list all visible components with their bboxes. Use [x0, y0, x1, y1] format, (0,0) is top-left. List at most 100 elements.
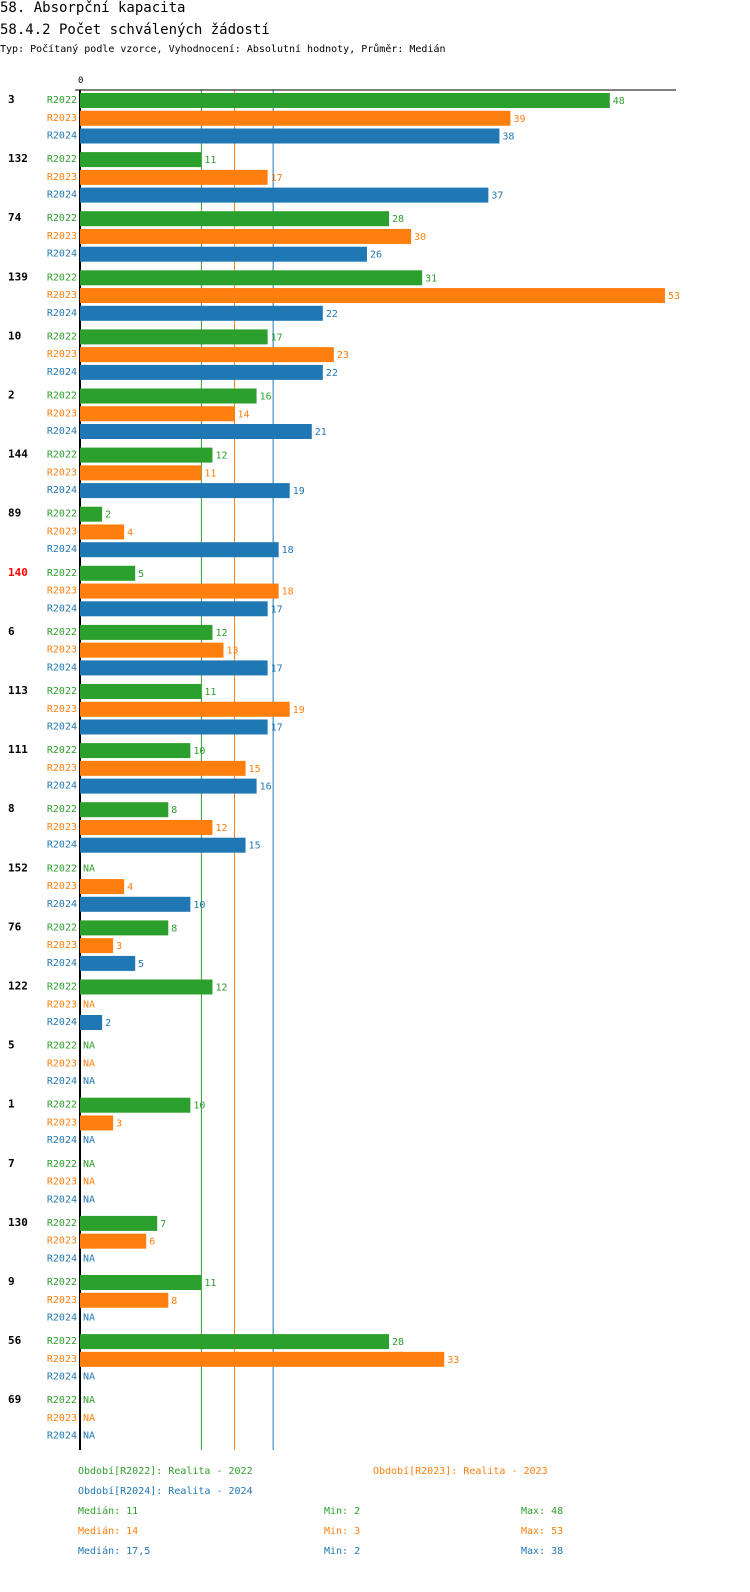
value-label-152-r2024: 10	[193, 900, 205, 911]
bar-76-r2023	[80, 938, 114, 954]
bar-3-r2024	[80, 128, 500, 144]
bar-8-r2022	[80, 802, 169, 818]
na-label-69-r2022: NA	[83, 1395, 95, 1406]
na-label-7-r2024: NA	[83, 1194, 95, 1205]
series-label-2-r2023: R2023	[47, 408, 77, 419]
bar-113-r2022	[80, 684, 202, 699]
series-label-122-r2022: R2022	[47, 982, 77, 993]
group-label-2: 2	[8, 389, 15, 402]
series-label-69-r2023: R2023	[47, 1413, 77, 1424]
value-label-8-r2022: 8	[171, 805, 177, 816]
legend-min-r2022: Min: 2	[324, 1506, 361, 1517]
series-label-8-r2024: R2024	[47, 840, 77, 851]
group-label-6: 6	[8, 625, 15, 638]
na-label-5-r2024: NA	[83, 1076, 95, 1087]
series-label-140-r2022: R2022	[47, 568, 77, 579]
series-label-76-r2022: R2022	[47, 922, 77, 933]
group-label-144: 144	[8, 448, 28, 461]
value-label-76-r2023: 3	[116, 941, 122, 952]
value-label-2-r2024: 21	[315, 427, 327, 438]
bar-9-r2023	[80, 1292, 169, 1308]
series-label-69-r2022: R2022	[47, 1395, 77, 1406]
series-label-139-r2022: R2022	[47, 272, 77, 283]
series-label-9-r2023: R2023	[47, 1295, 77, 1306]
group-label-76: 76	[8, 920, 22, 933]
value-label-132-r2022: 11	[204, 155, 216, 166]
na-label-130-r2024: NA	[83, 1253, 95, 1264]
value-label-111-r2024: 16	[260, 782, 272, 793]
series-label-122-r2024: R2024	[47, 1017, 77, 1028]
series-label-3-r2023: R2023	[47, 113, 77, 124]
value-label-139-r2024: 22	[326, 309, 338, 320]
value-label-10-r2022: 17	[271, 332, 283, 343]
value-label-144-r2023: 11	[204, 468, 216, 479]
group-label-3: 3	[8, 93, 15, 106]
bar-113-r2024	[80, 719, 268, 735]
na-label-56-r2024: NA	[83, 1372, 95, 1383]
value-label-74-r2022: 28	[392, 214, 404, 225]
group-label-89: 89	[8, 507, 21, 520]
chart-title: 58.4.2 Počet schválených žádostí	[0, 22, 270, 38]
series-label-6-r2023: R2023	[47, 645, 77, 656]
value-label-111-r2022: 10	[193, 746, 205, 757]
value-label-89-r2023: 4	[127, 527, 133, 538]
series-label-144-r2024: R2024	[47, 485, 77, 496]
value-label-144-r2024: 19	[293, 486, 305, 497]
bar-76-r2022	[80, 920, 169, 936]
series-label-111-r2023: R2023	[47, 763, 77, 774]
bar-111-r2024	[80, 778, 257, 794]
series-label-140-r2023: R2023	[47, 586, 77, 597]
bar-122-r2024	[80, 1015, 103, 1030]
bar-89-r2023	[80, 524, 125, 540]
series-label-3-r2022: R2022	[47, 95, 77, 106]
bar-132-r2024	[80, 187, 489, 203]
na-label-122-r2023: NA	[83, 999, 95, 1010]
bar-139-r2023	[80, 288, 665, 304]
value-label-10-r2024: 22	[326, 368, 338, 379]
bar-89-r2024	[80, 542, 279, 558]
bar-132-r2022	[80, 152, 202, 168]
value-label-9-r2023: 8	[171, 1296, 177, 1307]
series-label-1-r2023: R2023	[47, 1117, 77, 1128]
series-label-10-r2024: R2024	[47, 367, 77, 378]
value-label-2-r2023: 14	[238, 409, 250, 420]
value-label-6-r2024: 17	[271, 663, 283, 674]
bar-6-r2023	[80, 642, 224, 658]
legend-max-r2022: Max: 48	[521, 1506, 564, 1517]
group-label-132: 132	[8, 152, 28, 165]
series-label-74-r2023: R2023	[47, 231, 77, 242]
value-label-89-r2024: 18	[282, 545, 294, 556]
value-label-3-r2023: 39	[513, 114, 525, 125]
value-label-3-r2024: 38	[502, 132, 514, 143]
series-label-7-r2023: R2023	[47, 1177, 77, 1188]
bar-152-r2023	[80, 879, 125, 895]
group-label-130: 130	[8, 1216, 28, 1229]
value-label-144-r2022: 12	[215, 451, 227, 462]
bar-8-r2023	[80, 819, 213, 835]
series-label-76-r2024: R2024	[47, 958, 77, 969]
na-label-5-r2022: NA	[83, 1041, 95, 1052]
value-label-140-r2024: 17	[271, 604, 283, 615]
bar-140-r2023	[80, 583, 279, 599]
bar-139-r2022	[80, 270, 423, 286]
group-label-69: 69	[8, 1393, 21, 1406]
bar-3-r2022	[80, 93, 610, 108]
bar-74-r2023	[80, 228, 412, 244]
group-label-152: 152	[8, 861, 28, 874]
series-label-74-r2022: R2022	[47, 213, 77, 224]
series-label-139-r2023: R2023	[47, 290, 77, 301]
value-label-132-r2023: 17	[271, 173, 283, 184]
series-label-3-r2024: R2024	[47, 131, 77, 142]
value-label-3-r2022: 48	[613, 96, 625, 107]
series-label-5-r2023: R2023	[47, 1058, 77, 1069]
value-label-122-r2024: 2	[105, 1018, 111, 1029]
na-label-152-r2022: NA	[83, 863, 95, 874]
series-label-139-r2024: R2024	[47, 308, 77, 319]
na-label-69-r2024: NA	[83, 1431, 95, 1442]
value-label-122-r2022: 12	[215, 983, 227, 994]
na-label-7-r2022: NA	[83, 1159, 95, 1170]
page-title: 58. Absorpční kapacita	[0, 0, 186, 16]
series-label-89-r2022: R2022	[47, 509, 77, 520]
value-label-130-r2023: 6	[149, 1237, 155, 1248]
bar-111-r2022	[80, 743, 191, 759]
